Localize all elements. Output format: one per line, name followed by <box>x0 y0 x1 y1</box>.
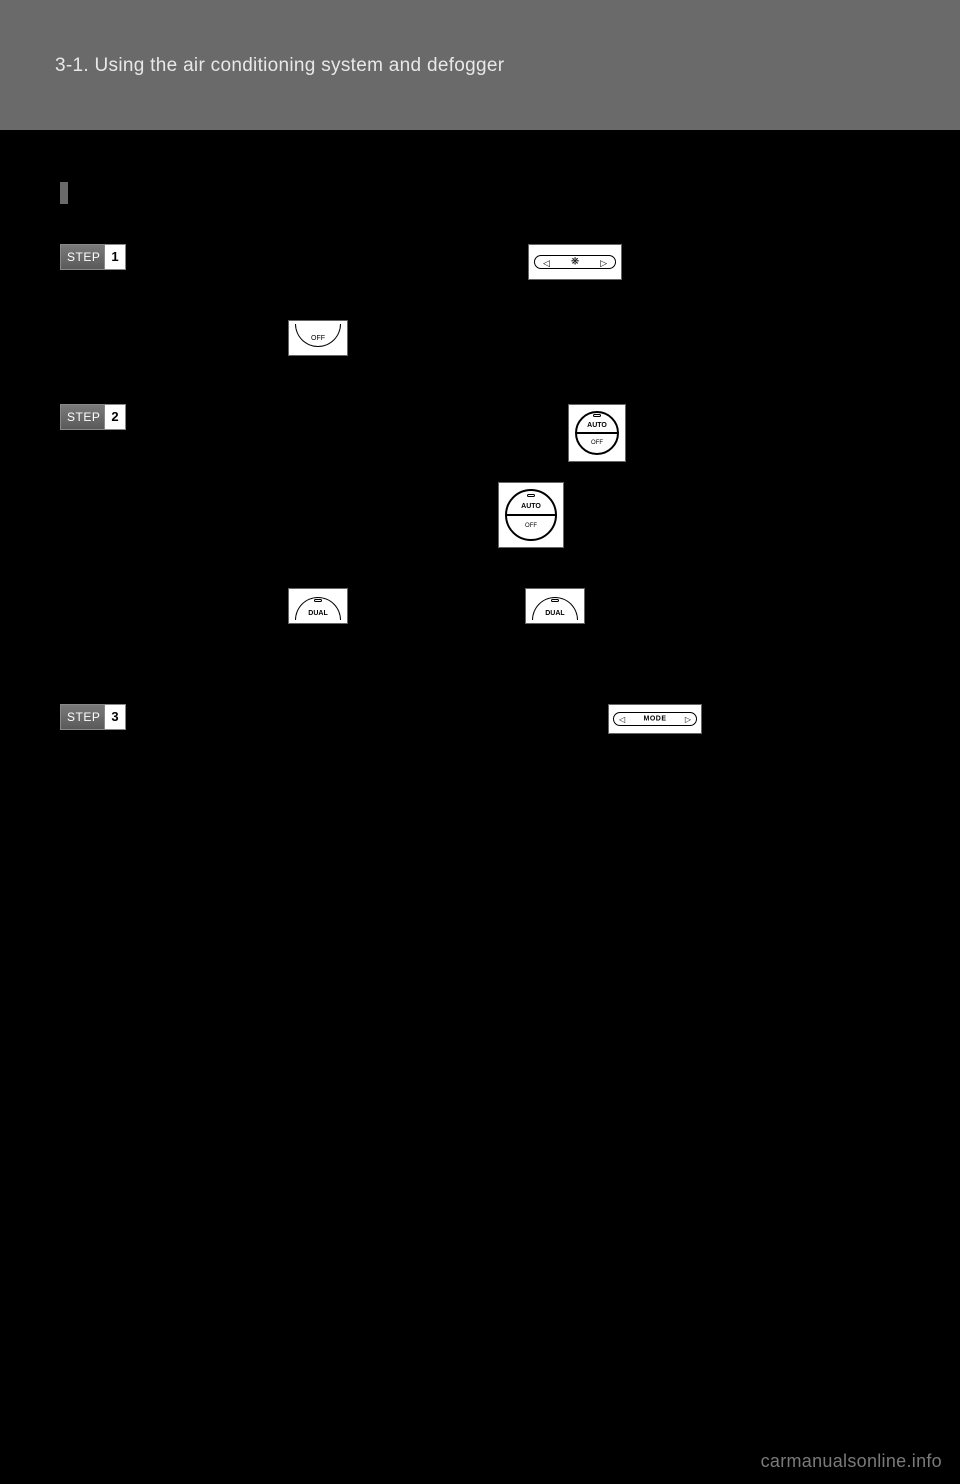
dual-label: DUAL <box>526 610 584 617</box>
off-label: OFF <box>499 523 563 529</box>
step-1-row: STEP 1 ◁ ❋ ▷ OFF <box>60 244 900 356</box>
arrow-left-icon: ◁ <box>619 715 625 724</box>
arrow-left-icon: ◁ <box>543 258 550 269</box>
auto-label: AUTO <box>569 422 625 429</box>
mode-button-icon: ◁ MODE ▷ <box>608 704 702 734</box>
auto-dial-icon: AUTO OFF <box>568 404 626 462</box>
mode-label: MODE <box>644 716 667 723</box>
step-number: 1 <box>104 245 124 269</box>
fan-icon: ❋ <box>571 257 579 268</box>
auto-label: AUTO <box>499 503 563 510</box>
dual-button-icon: DUAL <box>288 588 348 624</box>
step-3-row: STEP 3 ◁ MODE ▷ <box>60 704 900 734</box>
step-label: STEP <box>61 245 104 269</box>
watermark: carmanualsonline.info <box>761 1451 942 1472</box>
step-2-body: AUTO OFF AUTO OFF DUAL DUAL <box>140 404 900 624</box>
step-3-badge: STEP 3 <box>60 704 126 730</box>
page-content: STEP 1 ◁ ❋ ▷ OFF STEP 2 <box>0 130 960 734</box>
step-number: 3 <box>104 705 124 729</box>
off-button-icon: OFF <box>288 320 348 356</box>
off-label: OFF <box>289 335 347 342</box>
auto-dial-icon: AUTO OFF <box>498 482 564 548</box>
dual-label: DUAL <box>289 610 347 617</box>
step-1-body: ◁ ❋ ▷ OFF <box>140 244 900 356</box>
off-label: OFF <box>569 440 625 446</box>
step-2-row: STEP 2 AUTO OFF AUTO OFF <box>60 404 900 624</box>
step-label: STEP <box>61 705 104 729</box>
step-number: 2 <box>104 405 124 429</box>
step-label: STEP <box>61 405 104 429</box>
arrow-right-icon: ▷ <box>600 258 607 269</box>
section-title: 3-1. Using the air conditioning system a… <box>55 55 960 77</box>
dual-button-icon: DUAL <box>525 588 585 624</box>
section-bar-icon <box>60 182 68 204</box>
header-band: 3-1. Using the air conditioning system a… <box>0 0 960 130</box>
arrow-right-icon: ▷ <box>685 715 691 724</box>
step-3-body: ◁ MODE ▷ <box>140 704 900 734</box>
step-1-badge: STEP 1 <box>60 244 126 270</box>
fan-speed-button-icon: ◁ ❋ ▷ <box>528 244 622 280</box>
section-marker-row <box>60 180 900 204</box>
step-2-badge: STEP 2 <box>60 404 126 430</box>
